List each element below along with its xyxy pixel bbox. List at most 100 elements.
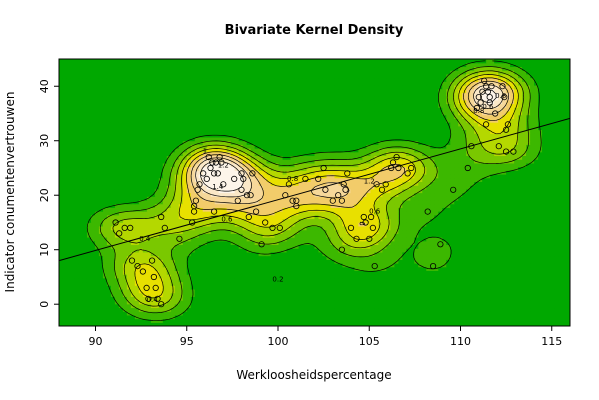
density-cell [346, 307, 352, 312]
density-cell [166, 240, 172, 246]
density-cell [122, 225, 128, 231]
density-cell [190, 244, 196, 249]
density-cell [506, 244, 511, 249]
density-cell [318, 181, 324, 186]
density-cell [162, 307, 168, 312]
density-cell [318, 255, 324, 260]
density-cell [346, 262, 352, 268]
density-cell [430, 311, 435, 316]
density-cell [106, 218, 112, 223]
density-cell [146, 225, 152, 231]
density-cell [366, 218, 371, 223]
density-cell [242, 185, 248, 190]
density-cell [518, 270, 523, 275]
density-cell [294, 274, 300, 279]
density-cell [70, 314, 76, 320]
density-cell [59, 248, 64, 253]
density-cell [282, 214, 288, 220]
density-cell [90, 225, 96, 231]
density-cell [394, 314, 399, 320]
density-cell [194, 248, 200, 253]
density-cell [110, 270, 116, 275]
density-cell [266, 214, 272, 220]
density-cell [294, 207, 300, 212]
density-cell [242, 288, 248, 294]
density-cell [486, 229, 491, 234]
density-cell [90, 218, 96, 223]
density-cell [162, 240, 168, 246]
density-cell [558, 281, 563, 286]
density-cell [138, 244, 144, 249]
density-cell [86, 281, 92, 286]
density-cell [62, 192, 68, 197]
density-cell [390, 199, 395, 205]
density-cell [538, 181, 543, 186]
density-cell [210, 233, 216, 238]
density-cell [278, 300, 284, 305]
density-cell [194, 211, 200, 216]
density-cell [59, 214, 64, 220]
density-cell [314, 303, 320, 309]
density-cell [454, 237, 459, 242]
density-cell [202, 199, 208, 205]
density-cell [254, 266, 260, 271]
density-cell [482, 270, 487, 275]
density-cell [542, 274, 547, 279]
density-cell [206, 303, 212, 309]
density-cell [310, 262, 316, 268]
density-cell [566, 322, 570, 326]
density-cell [466, 270, 471, 275]
density-cell [74, 270, 80, 275]
density-cell [390, 181, 395, 186]
density-cell [366, 303, 371, 309]
density-cell [254, 196, 260, 201]
density-cell [250, 225, 256, 231]
density-cell [498, 248, 503, 253]
density-cell [186, 303, 192, 309]
density-cell [130, 192, 136, 197]
density-cell [230, 244, 236, 249]
density-cell [138, 322, 144, 326]
density-cell [250, 303, 256, 309]
density-cell [266, 203, 272, 208]
density-cell [350, 288, 356, 294]
density-cell [466, 203, 471, 208]
density-cell [418, 300, 423, 305]
density-cell [218, 270, 224, 275]
density-cell [62, 262, 68, 268]
density-cell [390, 225, 395, 231]
density-cell [298, 203, 304, 208]
density-cell [438, 255, 443, 260]
density-cell [274, 237, 280, 242]
density-cell [178, 285, 184, 290]
density-cell [526, 259, 531, 264]
density-cell [158, 300, 164, 305]
density-cell [558, 266, 563, 271]
density-cell [146, 292, 152, 297]
density-cell [554, 318, 559, 323]
density-cell [122, 188, 128, 194]
density-cell [530, 281, 535, 286]
density-cell [162, 225, 168, 231]
density-cell [542, 311, 547, 316]
density-cell [478, 262, 483, 268]
density-cell [414, 240, 419, 246]
density-cell [438, 303, 443, 309]
density-cell [334, 240, 340, 246]
density-cell [258, 185, 264, 190]
density-cell [166, 192, 172, 197]
density-cell [122, 277, 128, 283]
density-cell [314, 296, 320, 301]
density-cell [322, 233, 328, 238]
density-cell [562, 203, 567, 208]
density-cell [510, 225, 515, 231]
density-cell [562, 277, 567, 283]
density-cell [438, 311, 443, 316]
density-cell [70, 222, 76, 227]
density-cell [266, 277, 272, 283]
density-cell [346, 240, 352, 246]
density-cell [398, 259, 403, 264]
density-cell [254, 274, 260, 279]
density-cell [402, 285, 407, 290]
density-cell [426, 288, 431, 294]
